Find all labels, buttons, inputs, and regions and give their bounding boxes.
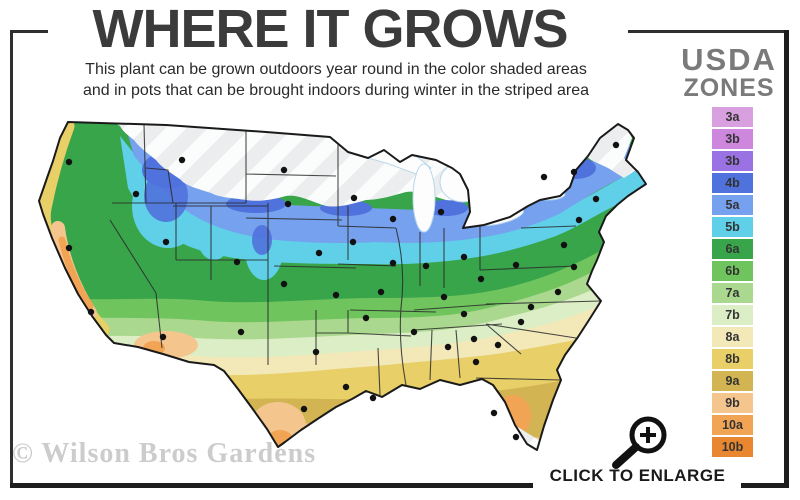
city-dot <box>570 263 578 271</box>
zone-swatch-6a-6: 6a <box>712 239 753 259</box>
zone-swatch-7a-8: 7a <box>712 283 753 303</box>
city-dot <box>490 409 498 417</box>
zone-swatch-9a-12: 9a <box>712 371 753 391</box>
frame-gap-title <box>48 0 628 100</box>
city-dot <box>280 166 288 174</box>
city-dot <box>592 195 600 203</box>
city-dot <box>512 433 520 441</box>
city-dot <box>440 293 448 301</box>
frame-gap-enlarge <box>533 468 741 500</box>
state-borders <box>109 123 602 396</box>
zone-swatch-4b-3: 4b <box>712 173 753 193</box>
city-dot <box>233 258 241 266</box>
zone-swatch-10a-14: 10a <box>712 415 753 435</box>
frame-border-left <box>10 30 13 488</box>
city-dot <box>460 310 468 318</box>
zone-legend: 3a 3b 3b 4b 5a 5b 6a 6b 7a 7b 8a 8b 9a 9b 10a 10b <box>712 107 753 459</box>
watermark: © Wilson Bros Gardens <box>12 438 317 469</box>
city-dot <box>349 238 357 246</box>
zone-blob-4b-2 <box>226 195 286 213</box>
city-dot <box>612 141 620 149</box>
city-dot <box>422 262 430 270</box>
lake-michigan <box>412 163 436 233</box>
zone-blob-florida-10a <box>495 395 531 437</box>
city-dot <box>472 358 480 366</box>
city-dot <box>162 238 170 246</box>
city-dot <box>300 405 308 413</box>
zone-swatch-8a-10: 8a <box>712 327 753 347</box>
zone-swatch-6b-7: 6b <box>712 261 753 281</box>
city-dot <box>570 168 578 176</box>
city-dot <box>132 190 140 198</box>
city-dot <box>540 173 548 181</box>
zone-swatch-8b-11: 8b <box>712 349 753 369</box>
city-dot <box>87 308 95 316</box>
enlarge-button[interactable] <box>598 403 678 475</box>
city-dot <box>444 343 452 351</box>
city-dot <box>369 394 377 402</box>
city-dot <box>350 194 358 202</box>
city-dot <box>65 158 73 166</box>
frame-border-right <box>784 30 789 488</box>
legend-title-usda: USDA <box>681 42 777 77</box>
city-dot <box>159 333 167 341</box>
zone-blob-4b-5 <box>556 157 596 179</box>
city-dot <box>377 288 385 296</box>
city-dot <box>494 341 502 349</box>
city-dot <box>332 291 340 299</box>
city-dot <box>342 383 350 391</box>
zone-swatch-9b-13: 9b <box>712 393 753 413</box>
rockies-cyan-utah <box>198 220 230 260</box>
legend-title-zones: ZONES <box>683 74 775 102</box>
city-dot <box>575 216 583 224</box>
zone-swatch-5a-4: 5a <box>712 195 753 215</box>
city-dot <box>178 156 186 164</box>
city-dot <box>280 280 288 288</box>
california-valley-10a <box>58 236 94 310</box>
subtitle-line-1: This plant can be grown outdoors year ro… <box>85 61 587 78</box>
city-dot <box>389 215 397 223</box>
zone-band-5b <box>120 136 646 265</box>
subtitle-line-2: and in pots that can be brought indoors … <box>82 81 590 99</box>
city-dot <box>477 275 485 283</box>
city-dot <box>237 328 245 336</box>
subtitle: This plant can be grown outdoors year ro… <box>0 60 672 102</box>
magnifier-plus-icon <box>612 416 667 469</box>
city-dot <box>315 249 323 257</box>
city-dot <box>437 208 445 216</box>
usa-outline <box>38 121 647 451</box>
city-dot <box>65 244 73 252</box>
zone-swatch-10b-15: 10b <box>712 437 753 457</box>
zone-swatch-3b-2: 3b <box>712 151 753 171</box>
page-title: WHERE IT GROWS <box>92 0 569 59</box>
city-dot <box>527 303 535 311</box>
city-dots <box>65 141 620 441</box>
city-dot <box>284 200 292 208</box>
city-dot <box>312 348 320 356</box>
city-dot <box>512 261 520 269</box>
city-dot <box>470 335 478 343</box>
zone-swatch-5b-5: 5b <box>712 217 753 237</box>
city-dot <box>410 328 418 336</box>
usda-zones-map-svg <box>38 121 647 451</box>
rockies-blue-colorado <box>252 225 272 255</box>
zone-swatch-3a-0: 3a <box>712 107 753 127</box>
city-dot <box>517 318 525 326</box>
zone-band-5a <box>126 128 646 244</box>
city-dot <box>460 253 468 261</box>
usda-zones-map[interactable] <box>16 108 664 473</box>
enlarge-label[interactable]: CLICK TO ENLARGE <box>549 466 726 485</box>
city-dot <box>554 288 562 296</box>
legend-header: USDA ZONES <box>664 44 794 101</box>
zone-swatch-3b-1: 3b <box>712 129 753 149</box>
rockies-blue-idaho <box>144 170 188 222</box>
city-dot <box>362 314 370 322</box>
zone-swatch-7b-9: 7b <box>712 305 753 325</box>
city-dot <box>560 241 568 249</box>
city-dot <box>389 259 397 267</box>
frame-border-bottom <box>10 483 789 488</box>
